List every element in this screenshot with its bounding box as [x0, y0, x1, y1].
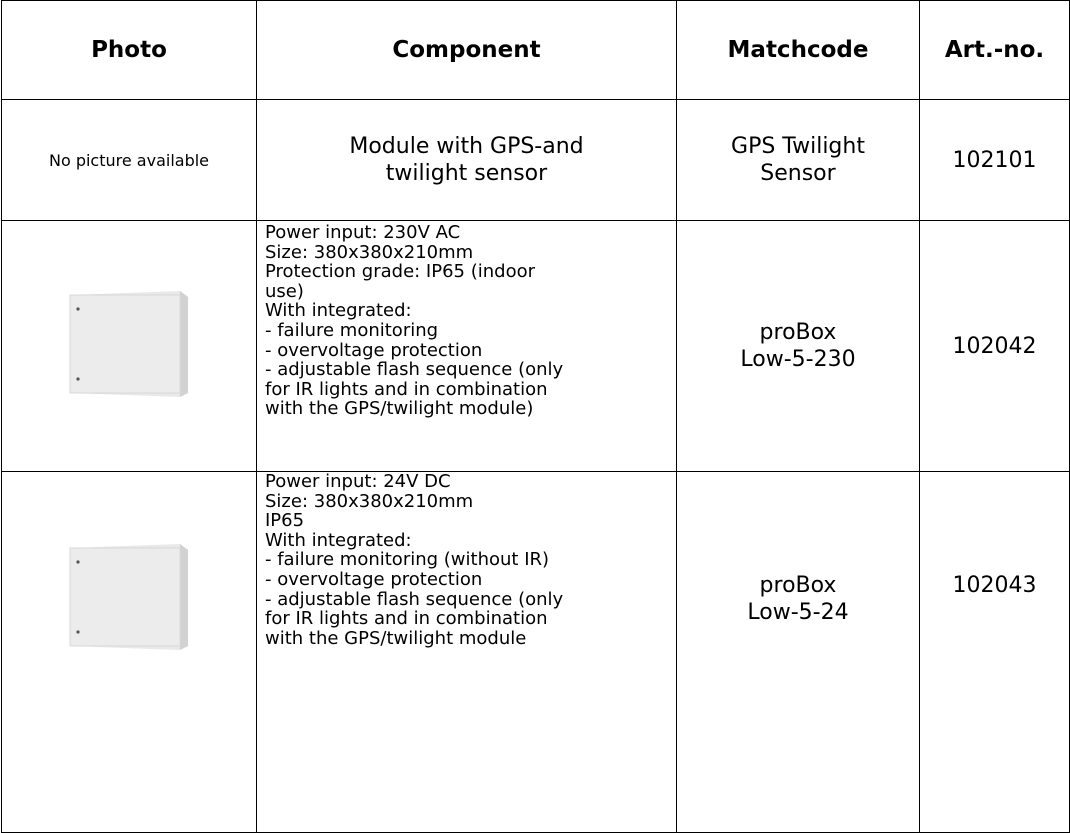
matchcode-cell: proBox Low-5-230	[676, 220, 920, 472]
text-line: - failure monitoring	[265, 319, 439, 341]
cabinet-photo	[69, 544, 188, 650]
text-line: Size: 380x380x210mm	[265, 490, 474, 512]
component-cell: Power input: 24V DC Size: 380x380x210mm IP…	[256, 471, 677, 833]
text-line: use)	[265, 280, 304, 302]
component-cell: Module with GPS-and twilight sensor	[256, 99, 677, 221]
text-line: for IR lights and in combination	[265, 378, 548, 400]
header-cell: Photo	[1, 0, 257, 100]
header-cell: Component	[256, 0, 677, 100]
text-line: proBox	[759, 320, 837, 345]
photo-cell	[1, 220, 257, 472]
text-line: Sensor	[760, 161, 836, 186]
art-no-cell: 102042	[919, 220, 1070, 472]
header-cell: Art.-no.	[919, 0, 1070, 100]
art-no-cell: 102043	[919, 471, 1070, 833]
art-no-cell: 102101	[919, 99, 1070, 221]
matchcode-cell: GPS Twilight Sensor	[676, 99, 920, 221]
row: No picture available Module with GPS-and…	[1, 99, 1070, 221]
text-line: - overvoltage protection	[265, 568, 483, 590]
matchcode-cell: proBox Low-5-24	[676, 471, 920, 833]
text-line: with the GPS/twilight module)	[265, 398, 534, 420]
text-line: Module with GPS-and	[349, 134, 584, 159]
text-line: IP65	[265, 510, 305, 532]
cabinet-photo	[69, 291, 188, 397]
text-line: for IR lights and in combination	[265, 608, 548, 630]
text-line: Low-5-230	[740, 347, 856, 372]
text-line: Protection grade: IP65 (indoor	[265, 261, 535, 283]
header-row: Photo Component Matchcode Art.-no.	[1, 0, 1070, 100]
photo-cell	[1, 471, 257, 833]
header-cell: Matchcode	[676, 0, 920, 100]
text-line: - adjustable flash sequence (only	[265, 359, 564, 381]
component-cell: Power input: 230V AC Size: 380x380x210mm P…	[256, 220, 677, 472]
row: Power input: 230V AC Size: 380x380x210mm P…	[1, 220, 1070, 472]
text-line: Low-5-24	[747, 600, 849, 625]
text-line: With integrated:	[265, 300, 412, 322]
text-line: Power input: 24V DC	[265, 471, 451, 492]
text-line: Power input: 230V AC	[265, 222, 461, 243]
text-line: with the GPS/twilight module	[265, 627, 527, 649]
text-line: - overvoltage protection	[265, 339, 483, 361]
text-line: proBox	[759, 573, 837, 598]
text-line: - failure monitoring (without IR)	[265, 549, 550, 571]
text-line: Size: 380x380x210mm	[265, 241, 474, 263]
row: Power input: 24V DC Size: 380x380x210mm IP…	[1, 471, 1070, 833]
text-line: With integrated:	[265, 529, 412, 551]
text-line: GPS Twilight	[731, 134, 865, 159]
photo-cell: No picture available	[1, 99, 257, 221]
text-line: - adjustable flash sequence (only	[265, 588, 564, 610]
no-picture: No picture available	[48, 150, 210, 170]
text-line: twilight sensor	[385, 161, 548, 186]
